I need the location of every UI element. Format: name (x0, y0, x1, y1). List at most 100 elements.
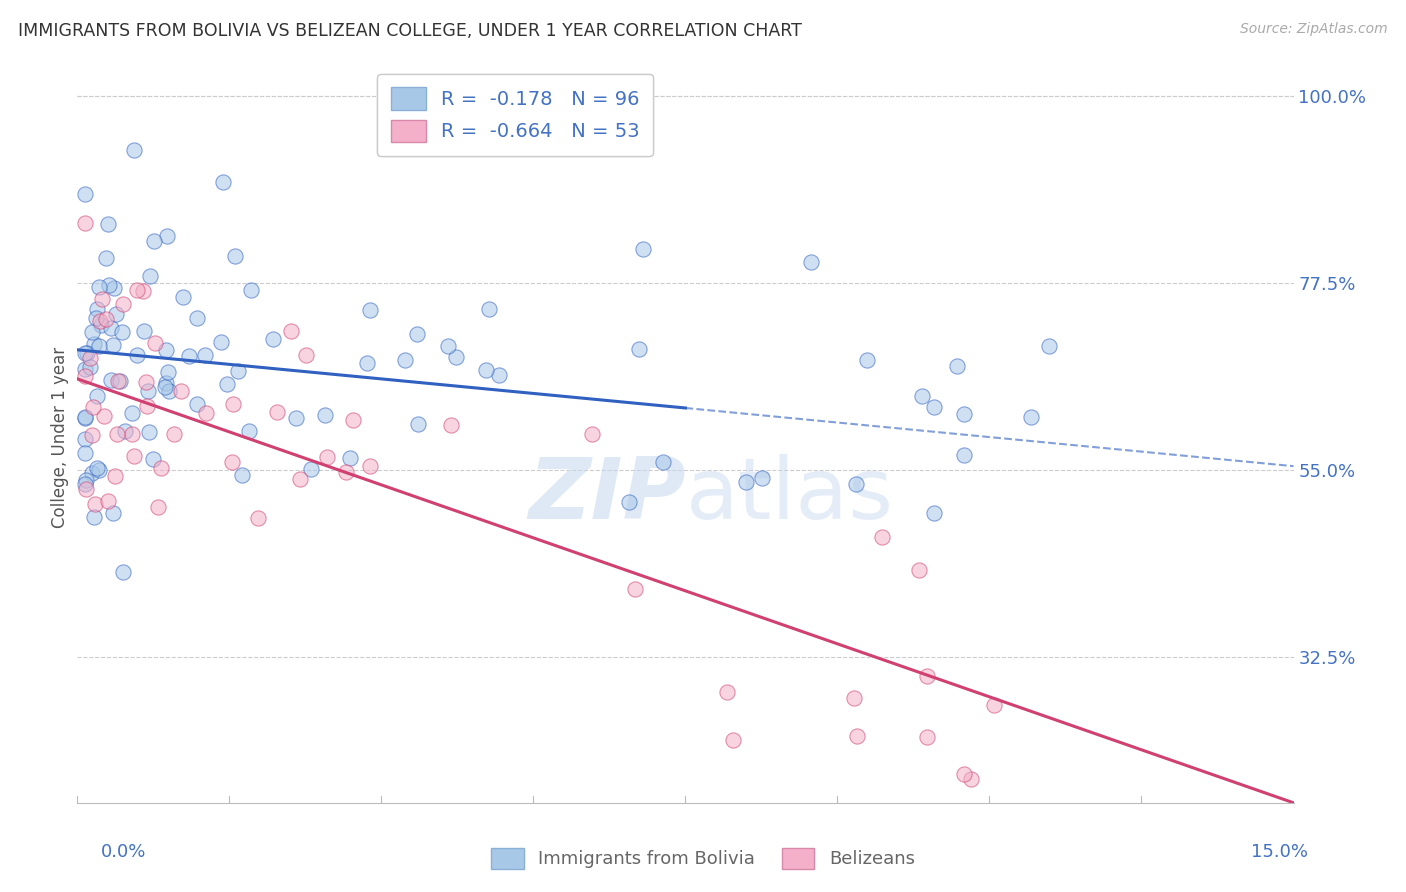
Point (194, 348, 217, 362)
Point (315, 450, 337, 465)
Point (111, 565, 134, 579)
Point (194, 406, 217, 420)
Point (170, 384, 193, 399)
Point (231, 468, 253, 483)
Point (617, 494, 640, 508)
Point (79, 351, 101, 365)
Point (138, 269, 160, 284)
Point (953, 448, 976, 462)
Point (100, 321, 122, 335)
Text: 15.0%: 15.0% (1250, 843, 1308, 861)
Point (75, 186, 97, 201)
Point (89, 314, 111, 328)
Text: atlas: atlas (686, 454, 893, 537)
Point (262, 332, 284, 346)
Point (100, 373, 122, 387)
Legend: Immigrants from Bolivia, Belizeans: Immigrants from Bolivia, Belizeans (484, 840, 922, 876)
Point (359, 458, 381, 473)
Point (111, 297, 134, 311)
Point (209, 334, 232, 349)
Point (148, 500, 170, 514)
Point (915, 669, 938, 683)
Point (101, 338, 124, 352)
Point (959, 772, 981, 786)
Point (444, 350, 467, 364)
Point (915, 730, 938, 744)
Point (90, 318, 112, 332)
Point (946, 359, 969, 373)
Point (581, 426, 603, 441)
Text: 0.0%: 0.0% (101, 843, 146, 861)
Point (211, 175, 233, 189)
Point (150, 460, 173, 475)
Point (104, 307, 127, 321)
Point (103, 280, 125, 294)
Point (299, 462, 322, 476)
Point (132, 285, 155, 299)
Point (75, 432, 97, 446)
Point (356, 356, 378, 370)
Point (488, 368, 510, 382)
Point (110, 374, 132, 388)
Point (342, 413, 364, 427)
Point (266, 405, 288, 419)
Point (627, 342, 650, 356)
Point (631, 242, 654, 256)
Point (143, 336, 166, 351)
Point (138, 425, 160, 440)
Point (437, 339, 460, 353)
Point (800, 255, 823, 269)
Point (953, 407, 976, 421)
Point (1038, 339, 1060, 353)
Point (75, 346, 97, 360)
Point (157, 384, 180, 399)
Point (132, 324, 155, 338)
Point (153, 379, 176, 393)
Point (75, 216, 97, 230)
Point (290, 472, 312, 486)
Point (186, 310, 208, 325)
Point (246, 511, 269, 525)
Point (394, 352, 416, 367)
Point (240, 284, 263, 298)
Point (87, 339, 110, 353)
Point (163, 426, 186, 441)
Point (98, 278, 121, 293)
Point (156, 228, 179, 243)
Point (751, 471, 773, 485)
Point (846, 729, 869, 743)
Point (76, 346, 98, 360)
Text: IMMIGRANTS FROM BOLIVIA VS BELIZEAN COLLEGE, UNDER 1 YEAR CORRELATION CHART: IMMIGRANTS FROM BOLIVIA VS BELIZEAN COLL… (18, 22, 803, 40)
Point (870, 530, 893, 544)
Point (953, 767, 976, 781)
Point (87, 280, 110, 294)
Point (125, 283, 148, 297)
Point (226, 364, 249, 378)
Point (97, 217, 120, 231)
Point (75, 369, 97, 384)
Point (983, 698, 1005, 713)
Point (75, 477, 97, 491)
Point (82, 400, 104, 414)
Point (155, 343, 177, 357)
Point (83, 509, 105, 524)
Point (87, 462, 110, 476)
Point (80, 466, 103, 480)
Point (238, 425, 260, 439)
Point (478, 302, 501, 317)
Point (82, 326, 104, 340)
Point (82, 428, 104, 442)
Point (79, 359, 101, 374)
Point (75, 410, 97, 425)
Point (222, 397, 245, 411)
Point (172, 290, 194, 304)
Point (406, 326, 429, 341)
Point (179, 349, 201, 363)
Point (86, 461, 108, 475)
Point (359, 302, 381, 317)
Point (75, 446, 97, 460)
Point (335, 465, 357, 479)
Point (111, 326, 134, 340)
Point (1021, 409, 1043, 424)
Point (280, 324, 302, 338)
